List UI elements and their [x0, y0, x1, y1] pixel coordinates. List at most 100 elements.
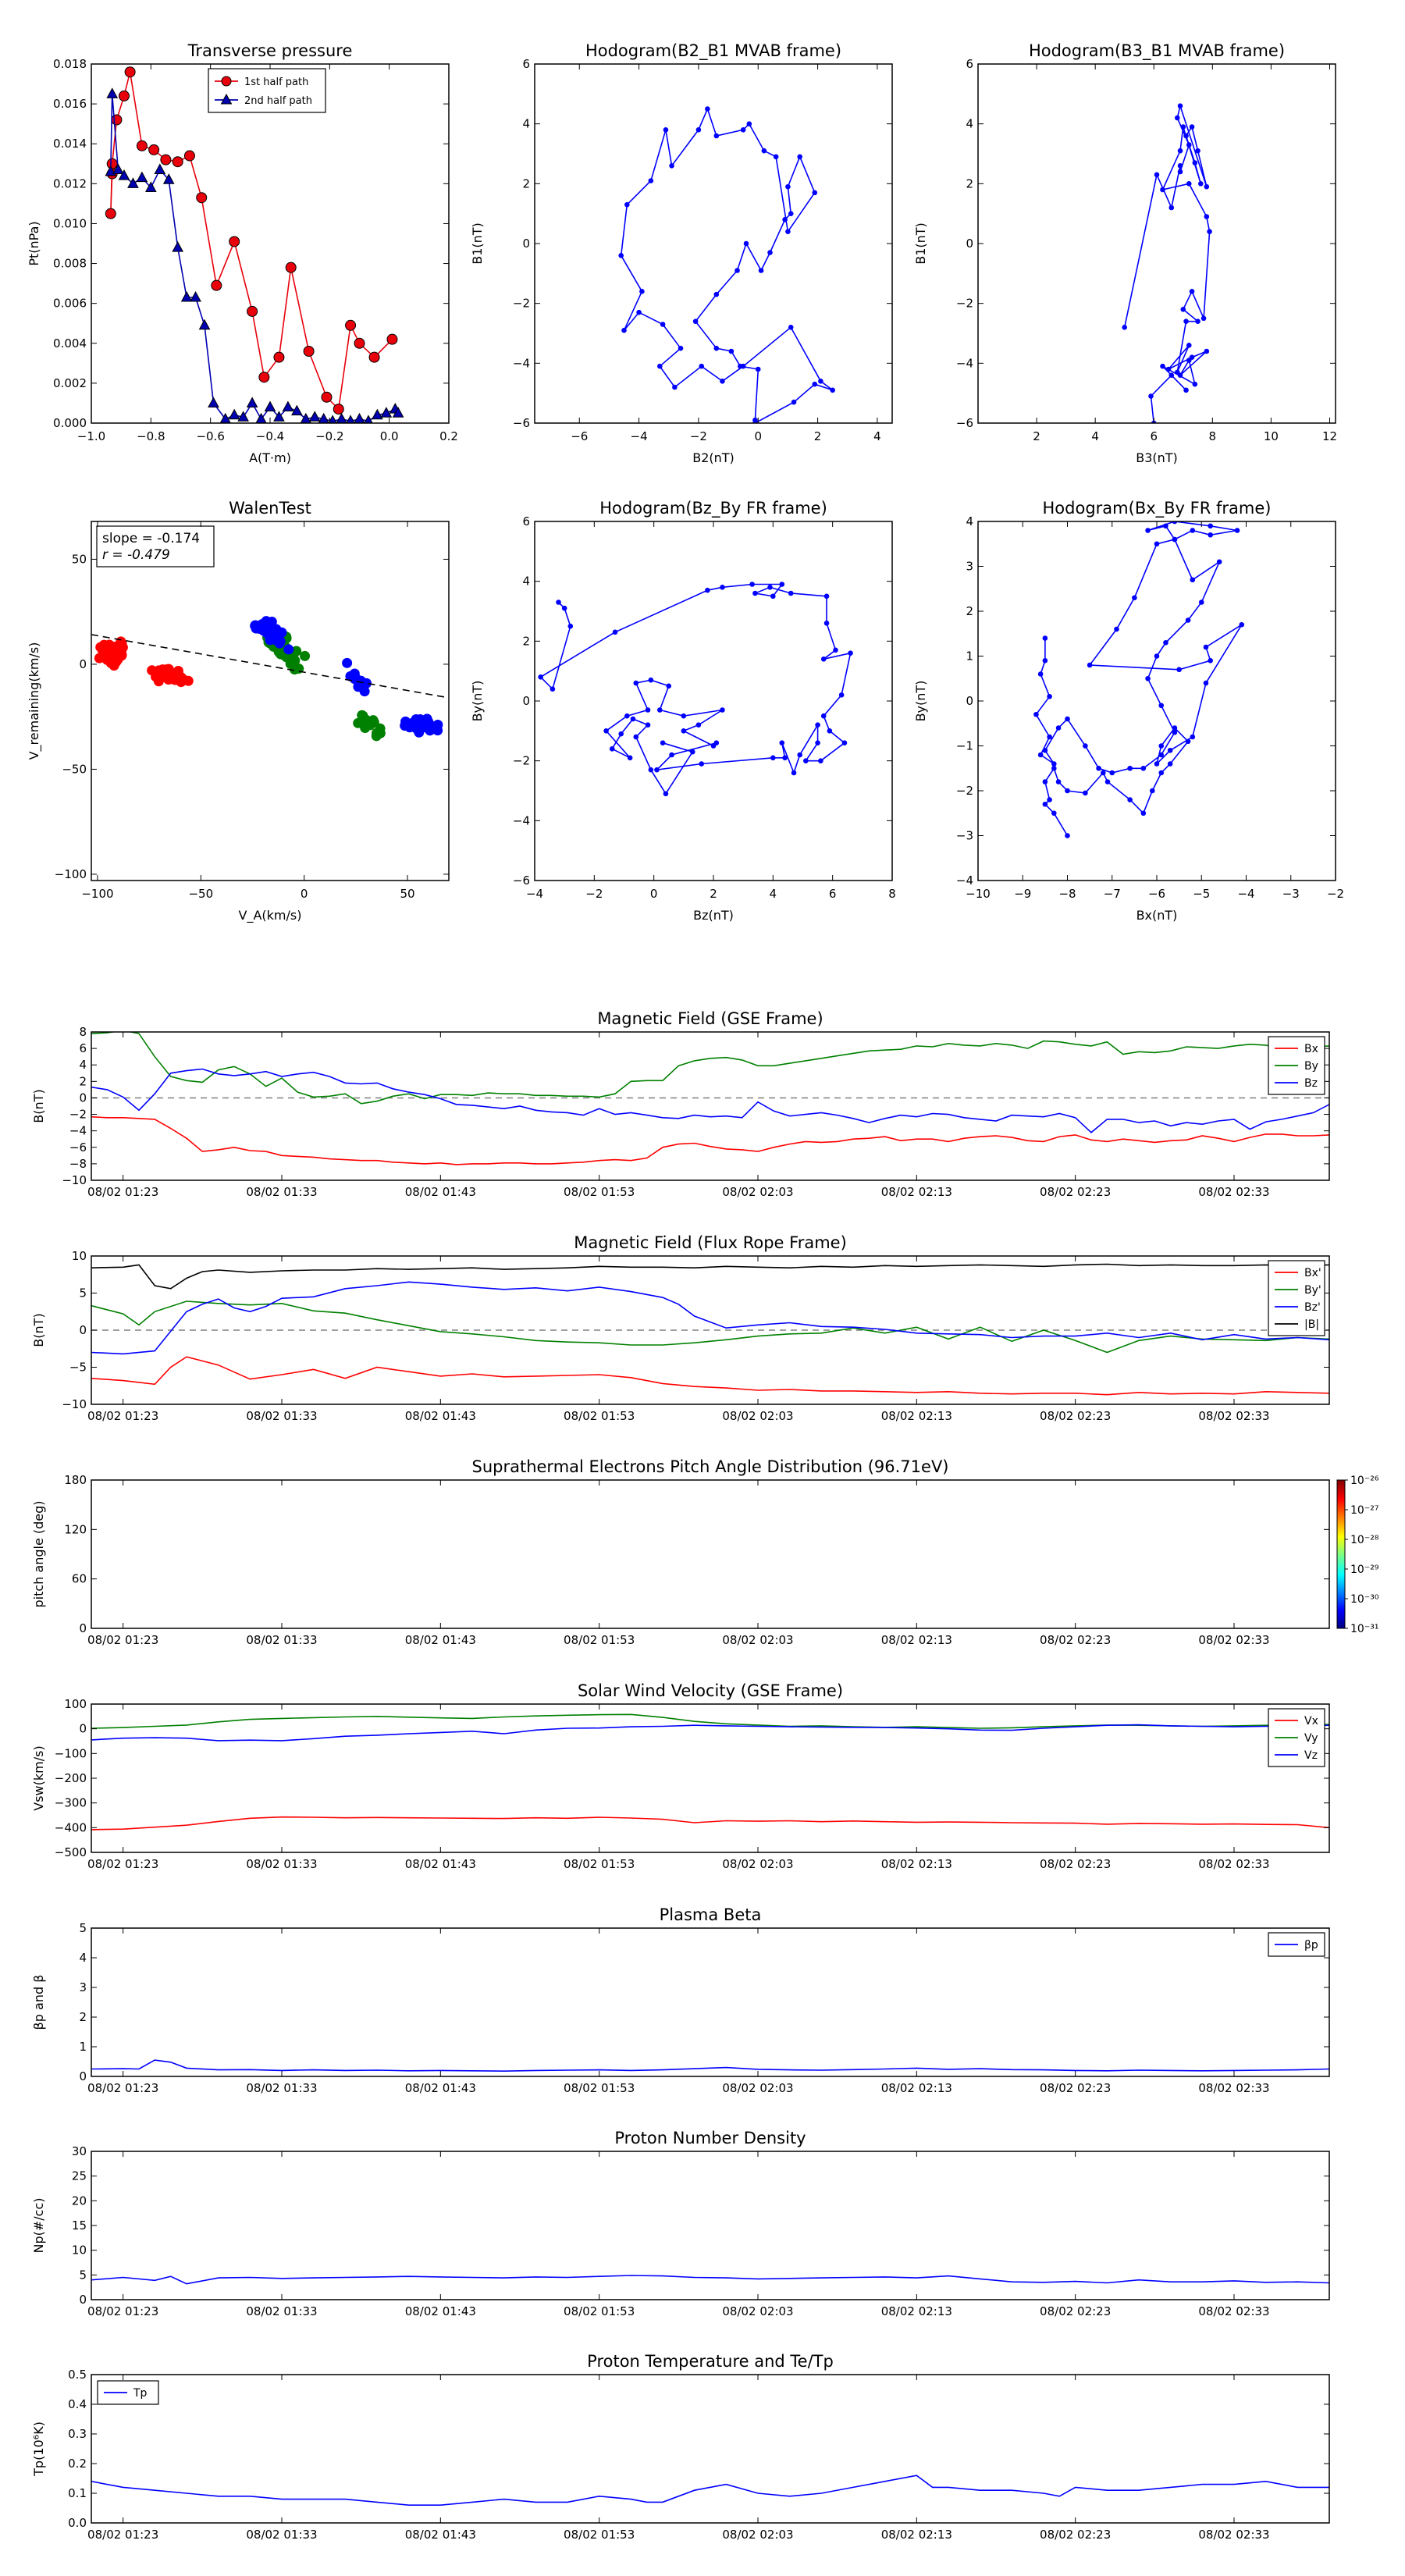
data-point	[743, 240, 749, 247]
data-point	[848, 650, 853, 656]
y-tick-label: 0.3	[68, 2427, 87, 2441]
x-tick-label: −6	[571, 429, 588, 443]
y-tick-label: 3	[966, 560, 973, 574]
data-point	[767, 585, 773, 590]
legend: Bx By Bz	[1268, 1036, 1325, 1095]
data-point	[699, 761, 705, 767]
data-point	[291, 404, 303, 416]
scatter-point	[423, 716, 434, 727]
legend: Vx Vy Vz	[1268, 1708, 1325, 1767]
x-tick-label: −10	[966, 887, 991, 901]
data-point	[713, 291, 720, 297]
chart-title: Proton Number Density	[614, 2129, 806, 2147]
x-tick-label: 08/02 02:33	[1198, 1185, 1269, 1199]
data-point	[1114, 626, 1119, 632]
x-tick-label: 08/02 01:23	[87, 2304, 158, 2318]
x-tick-label: 0.0	[380, 429, 399, 443]
data-point	[154, 163, 166, 174]
y-tick-label: −100	[55, 1746, 87, 1760]
y-tick-label: −6	[956, 416, 973, 430]
series-line-by	[91, 1032, 1329, 1105]
data-point	[1055, 725, 1062, 731]
chart-title: WalenTest	[229, 499, 311, 518]
y-tick-label: 10	[72, 1249, 87, 1263]
x-tick-label: 12	[1322, 429, 1337, 443]
data-point	[1183, 387, 1189, 393]
colorbar-label: 10⁻²⁶	[1350, 1475, 1379, 1487]
y-tick-label: 5	[79, 1286, 87, 1300]
data-point	[1154, 653, 1160, 659]
panel-hodogram-bx-by: Hodogram(Bx_By FR frame)−4−3−2−101234−10…	[913, 499, 1344, 923]
x-tick-label: −6	[1148, 887, 1165, 901]
data-point	[770, 755, 776, 761]
data-point	[818, 379, 823, 384]
data-point	[1183, 133, 1189, 139]
y-tick-label: 2	[522, 634, 530, 648]
data-point	[713, 345, 720, 351]
data-point	[815, 740, 820, 745]
legend-label: 2nd half path	[244, 95, 312, 107]
plot-area	[1122, 103, 1212, 423]
scatter-point	[289, 664, 300, 675]
colorbar	[1336, 1479, 1346, 1629]
data-point	[1174, 115, 1180, 121]
data-point	[689, 749, 695, 755]
data-point	[785, 183, 791, 190]
legend-label: By	[1304, 1060, 1318, 1073]
chart-title: Hodogram(B2_B1 MVAB frame)	[585, 41, 841, 61]
data-point	[648, 677, 654, 683]
data-point	[237, 411, 249, 422]
data-point	[1189, 289, 1195, 294]
data-point	[779, 740, 785, 745]
y-tick-label: −6	[69, 1140, 87, 1155]
data-point	[136, 140, 148, 151]
series-line-s0	[91, 2275, 1329, 2285]
data-point	[624, 713, 630, 719]
data-point	[328, 415, 337, 423]
axes-frame	[91, 1479, 1330, 1629]
data-point	[1198, 181, 1204, 187]
axes-frame	[534, 63, 893, 424]
data-point	[538, 674, 543, 680]
y-tick-label: 1	[79, 2040, 87, 2054]
x-tick-label: 50	[400, 887, 415, 901]
y-tick-label: 0.000	[53, 416, 87, 430]
data-point	[106, 158, 118, 169]
series-line-vx	[91, 1816, 1329, 1831]
y-tick-label: 6	[522, 57, 530, 71]
x-tick-label: 08/02 01:23	[87, 1857, 158, 1871]
data-point	[1176, 667, 1182, 673]
legend-label: Tp	[133, 2387, 148, 2400]
data-point	[648, 178, 654, 183]
data-point	[1096, 765, 1101, 771]
y-tick-label: 0.2	[68, 2457, 87, 2471]
legend: βp	[1268, 1932, 1325, 1957]
y-tick-label: 20	[72, 2194, 87, 2208]
scatter-point	[108, 642, 119, 653]
y-axis-label: Np(#/cc)	[31, 2198, 46, 2254]
x-tick-label: −100	[81, 887, 113, 901]
y-axis-label: B(nT)	[31, 1089, 46, 1123]
y-tick-label: 10	[72, 2243, 87, 2258]
panel-hodogram-b3-b1: Hodogram(B3_B1 MVAB frame) −6 −4 −2 0 2 4 6 2 4 6 8…	[913, 41, 1337, 465]
y-tick-label: −10	[62, 1173, 87, 1187]
panel-mag-gse: Magnetic Field (GSE Frame) −10 −8 −6 −4 −2 0 2 4…	[31, 1009, 1330, 1199]
x-tick-label: 4	[873, 429, 881, 443]
x-tick-label: 08/02 01:23	[87, 1185, 158, 1199]
y-axis-label: B1(nT)	[470, 222, 485, 265]
y-tick-label: −4	[513, 813, 530, 827]
x-axis-label: V_A(km/s)	[239, 908, 302, 923]
x-tick-label: 08/02 01:33	[246, 1633, 317, 1647]
y-tick-label: 0.4	[68, 2397, 87, 2411]
data-point	[669, 752, 674, 758]
y-tick-label: 6	[522, 514, 530, 528]
data-point	[1216, 559, 1222, 565]
data-point	[752, 590, 758, 596]
chart-title: Hodogram(Bx_By FR frame)	[1043, 499, 1272, 518]
scatter-point	[300, 650, 311, 661]
data-point	[1145, 528, 1151, 533]
legend: Bx' By' Bz' |B|	[1268, 1260, 1325, 1336]
y-tick-label: 8	[79, 1025, 87, 1039]
y-axis-label: Pt(nPa)	[27, 221, 41, 265]
